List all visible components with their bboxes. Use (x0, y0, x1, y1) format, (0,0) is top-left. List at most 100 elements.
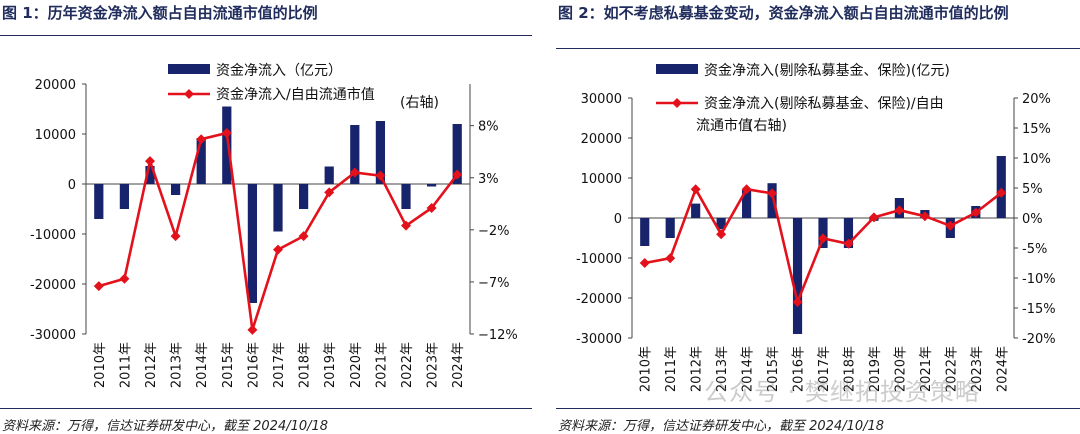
figure-2-title-rule (556, 48, 1080, 49)
bar (222, 106, 232, 184)
line-point (665, 253, 676, 264)
right-axis-tick-label: 0% (1022, 212, 1043, 227)
bar (818, 218, 828, 248)
bar (119, 184, 130, 209)
legend-bar-swatch (168, 64, 210, 74)
legend-bar-swatch (656, 64, 698, 74)
bar (350, 125, 360, 184)
line-point (93, 281, 104, 292)
right-axis-tick-label: 15% (1022, 122, 1051, 137)
legend-line-label: 流通市值 (696, 117, 752, 134)
x-axis-tick-label: 2013年 (170, 342, 185, 388)
right-axis-tick-label: -5% (1022, 242, 1047, 257)
x-axis-tick-label: 2011年 (664, 346, 679, 392)
line-point (945, 220, 956, 231)
figure-2-source-rule (556, 408, 1080, 409)
x-axis-tick-label: 2016年 (792, 346, 807, 392)
line-point (868, 212, 879, 223)
bar (665, 218, 675, 238)
bar (273, 184, 283, 232)
x-axis-tick-label: 2010年 (639, 346, 654, 392)
right-axis-label: (右轴) (400, 95, 439, 111)
x-axis-tick-label: 2016年 (246, 342, 261, 388)
line-point (843, 238, 854, 249)
figure-1-source: 资料来源：万得，信达证券研发中心，截至 2024/10/18 (2, 419, 329, 434)
line-point (818, 233, 828, 244)
x-axis-tick-label: 2017年 (817, 346, 832, 392)
x-axis-tick-label: 2021年 (919, 346, 934, 392)
bar (452, 124, 462, 184)
bar (196, 138, 206, 184)
left-axis-tick-label: 30000 (581, 92, 622, 107)
x-axis-tick-label: 2015年 (766, 346, 781, 392)
right-axis-tick-label: −2% (478, 224, 510, 239)
line-point (741, 184, 752, 195)
watermark: 公众号 · 樊继拓投资策略 (704, 378, 980, 406)
line-point (452, 169, 463, 180)
legend-bar-label: 资金净流入(剔除私募基金、保险)(亿元) (704, 62, 950, 79)
line-point (792, 297, 803, 307)
bar (640, 218, 650, 246)
line-point (639, 258, 650, 268)
right-axis-tick-label: 5% (1022, 182, 1043, 197)
x-axis-tick-label: 2015年 (221, 342, 236, 388)
bar (716, 218, 726, 230)
right-axis-tick-label: 8% (478, 120, 499, 135)
x-axis-tick-label: 2010年 (93, 342, 108, 388)
bar (145, 166, 155, 184)
line-point (145, 156, 155, 167)
x-axis-tick-label: 2022年 (944, 346, 959, 392)
line-point (298, 231, 309, 242)
left-axis-tick-label: 20000 (35, 78, 76, 93)
x-axis-tick-label: 2020年 (349, 342, 364, 388)
line-point (894, 205, 905, 216)
x-axis-tick-label: 2018年 (298, 342, 313, 388)
line-point (375, 170, 386, 181)
bar (767, 183, 777, 218)
line-point (767, 188, 778, 199)
figure-1-chart: 20000 10000 0 -10000 -20000 -30000 8% 3% −2% −7% −… (30, 63, 518, 388)
x-axis-tick-label: 2019年 (868, 346, 883, 392)
line-point (221, 127, 232, 138)
right-axis-tick-label: −12% (478, 328, 518, 343)
line-point (401, 220, 411, 231)
x-axis-tick-label: 2019年 (323, 342, 338, 388)
x-axis-tick-label: 2020年 (893, 346, 908, 392)
line-point (919, 211, 930, 222)
left-axis-tick-label: 0 (68, 178, 76, 193)
line-point (690, 184, 701, 195)
line-point (716, 229, 727, 240)
line-point (273, 244, 283, 255)
left-axis-tick-label: -30000 (30, 328, 76, 343)
left-axis-tick-label: 10000 (581, 172, 622, 187)
bar (170, 184, 181, 195)
x-axis-tick-label: 2017年 (272, 342, 287, 388)
x-axis-tick-label: 2024年 (451, 342, 466, 388)
x-axis-tick-label: 2023年 (426, 342, 441, 388)
x-axis-tick-label: 2024年 (995, 346, 1010, 392)
line-point (196, 134, 207, 145)
line-point (426, 202, 437, 213)
right-axis-tick-label: -10% (1022, 272, 1056, 287)
bar (843, 218, 854, 248)
x-axis-tick-label: 2012年 (690, 346, 705, 392)
figure-2-source: 资料来源：万得，信达证券研发中心，截至 2024/10/18 (558, 419, 885, 434)
x-axis-tick-label: 2012年 (144, 342, 159, 388)
right-axis-tick-label: 3% (478, 172, 499, 187)
bar (401, 184, 411, 209)
x-axis-tick-label: 2011年 (118, 342, 133, 388)
line-point (970, 207, 981, 218)
x-axis-tick-label: 2018年 (842, 346, 857, 392)
bar (792, 218, 803, 334)
left-axis-tick-label: 0 (614, 212, 622, 227)
figure-2-chart: 30000 20000 10000 0 -10000 -20000 -30000 20% 15%… (576, 62, 1056, 392)
x-axis-tick-label: 2014年 (741, 346, 756, 392)
line-point (324, 187, 335, 198)
left-axis-tick-label: 10000 (35, 128, 76, 143)
legend-line-label: 资金净流入/自由流通市值 (216, 86, 375, 103)
x-axis-tick-label: 2022年 (400, 342, 415, 388)
bar (426, 184, 437, 187)
figure-1-title: 图 1：历年资金净流入额占自由流通市值的比例 (2, 4, 318, 22)
right-axis-tick-label: -15% (1022, 302, 1056, 317)
bar (996, 156, 1006, 218)
